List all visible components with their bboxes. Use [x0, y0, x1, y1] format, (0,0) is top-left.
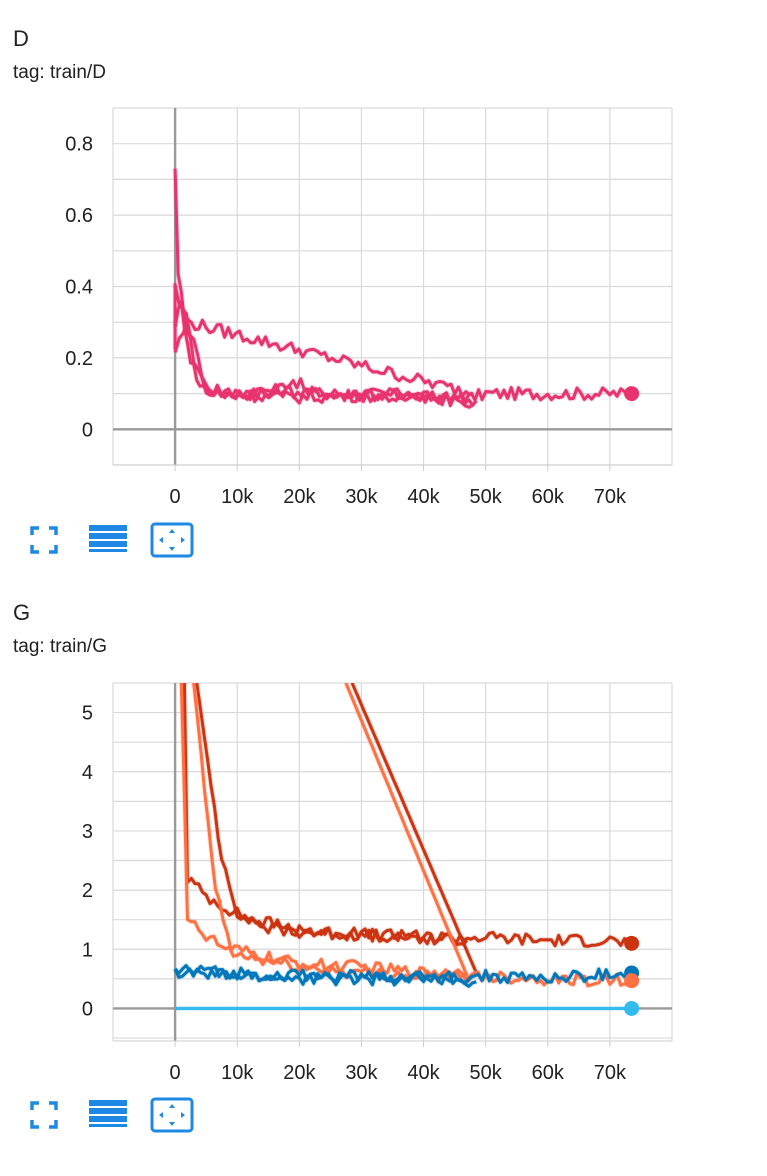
x-tick-label: 40k [407, 1062, 440, 1084]
series-line [173, 317, 474, 398]
x-tick-label: 10k [221, 1062, 254, 1084]
data-table-button[interactable] [86, 520, 130, 560]
card-g: G tag: train/G 0 10k 20k 30k 40k 50k 60k 70k 0 1 2… [0, 575, 767, 1175]
fit-domain-icon [150, 1097, 194, 1133]
series-line [195, 683, 469, 947]
series-line [173, 168, 633, 407]
fullscreen-button[interactable] [22, 1095, 66, 1135]
series-end-marker [624, 973, 640, 989]
x-tick-label: 0 [170, 1062, 181, 1084]
x-tick-label: 50k [470, 1062, 503, 1084]
series-line [350, 683, 478, 974]
data-table-button[interactable] [86, 1095, 130, 1135]
series-end-marker [624, 386, 640, 402]
y-tick-label: 0 [82, 419, 93, 441]
series-line [192, 683, 475, 981]
fit-domain-icon [150, 522, 194, 558]
series-line [173, 967, 633, 987]
y-tick-label: 0.6 [65, 205, 93, 227]
x-tick-label: 0 [170, 486, 181, 508]
series-line [173, 283, 475, 409]
y-tick-label: 0 [82, 998, 93, 1020]
fullscreen-button[interactable] [22, 520, 66, 560]
fullscreen-icon [30, 1101, 58, 1129]
x-tick-label: 70k [594, 486, 627, 508]
x-tick-label: 10k [221, 486, 254, 508]
x-tick-label: 30k [345, 486, 378, 508]
x-tick-label: 30k [345, 1062, 378, 1084]
data-table-icon [89, 525, 127, 552]
card-d: D tag: train/D 0 10k 20k 30k 40k 50k 60k 70k 0 0.… [0, 0, 767, 570]
x-tick-label: 20k [283, 486, 316, 508]
y-tick-label: 5 [82, 703, 93, 725]
y-tick-label: 0.2 [65, 348, 93, 370]
card-title: D [13, 26, 29, 51]
series-line [344, 683, 469, 977]
y-tick-label: 0.8 [65, 134, 93, 156]
fit-domain-button[interactable] [150, 1095, 194, 1135]
y-tick-label: 1 [82, 939, 93, 961]
series-group [172, 168, 633, 410]
card-tag: tag: train/D [13, 62, 106, 83]
series-end-marker [624, 1000, 640, 1016]
x-tick-label: 60k [532, 1062, 565, 1084]
x-tick-label: 50k [470, 486, 503, 508]
card-tag: tag: train/G [13, 636, 107, 657]
card-title: G [13, 600, 31, 625]
series-line [173, 299, 478, 407]
x-tick-label: 20k [283, 1062, 316, 1084]
data-table-icon [89, 1100, 127, 1127]
x-tick-label: 40k [407, 486, 440, 508]
line-chart-g[interactable]: 0 10k 20k 30k 40k 50k 60k 70k 0 1 2 3 4 5 [0, 575, 767, 1095]
line-chart-d[interactable]: 0 10k 20k 30k 40k 50k 60k 70k 0 0.2 0.4 0.6 0.8 [0, 0, 767, 520]
y-tick-label: 3 [82, 821, 93, 843]
y-tick-label: 0.4 [65, 277, 93, 299]
y-tick-label: 2 [82, 880, 93, 902]
x-tick-label: 70k [594, 1062, 627, 1084]
x-tick-label: 60k [532, 486, 565, 508]
fullscreen-icon [30, 526, 58, 554]
y-tick-label: 4 [82, 762, 93, 784]
series-end-marker [624, 935, 640, 951]
series-group [172, 683, 634, 1011]
fit-domain-button[interactable] [150, 520, 194, 560]
